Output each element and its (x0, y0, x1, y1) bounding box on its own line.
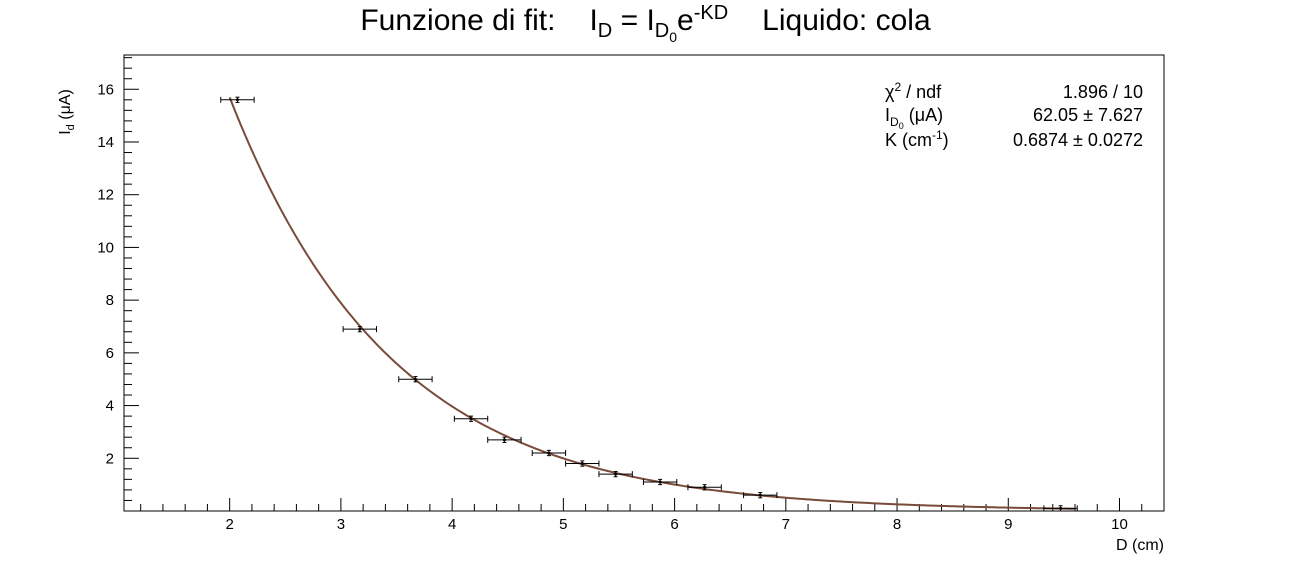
data-point (342, 325, 377, 333)
point-marker (614, 472, 618, 476)
point-marker (1059, 506, 1063, 510)
data-point (220, 96, 255, 103)
y-axis: 2 4 6 8 10 12 14 16 (97, 57, 139, 501)
x-tick-label: 6 (670, 516, 678, 533)
x-axis: 2 3 4 5 6 7 8 9 10 (140, 498, 1165, 533)
x-axis-title: D (cm) (1116, 537, 1164, 554)
title-prefix: Funzione di fit: (360, 4, 556, 37)
point-marker (469, 417, 473, 421)
x-tick-label: 3 (337, 516, 345, 533)
point-marker (358, 327, 362, 331)
x-tick-label: 9 (1004, 516, 1012, 533)
x-tick-label: 8 (893, 516, 901, 533)
point-marker (580, 462, 584, 466)
point-marker (758, 493, 762, 497)
x-tick-label: 4 (448, 516, 456, 533)
point-marker (658, 480, 662, 484)
stats-chi2-label: χ2 / ndf (885, 80, 942, 102)
data-point (1043, 505, 1078, 512)
data-point (487, 436, 522, 443)
y-axis-title-unit: (μA) (57, 89, 74, 124)
data-points (220, 96, 1078, 512)
y-tick-label: 8 (106, 292, 114, 309)
y-tick-label: 2 (106, 450, 114, 467)
y-tick-label: 16 (97, 81, 114, 98)
data-point (565, 460, 600, 467)
y-tick-label: 4 (106, 398, 114, 415)
point-marker (413, 377, 417, 381)
y-axis-title-main: I (57, 130, 74, 134)
data-point (398, 376, 433, 383)
y-tick-label: 6 (106, 345, 114, 362)
data-point (642, 478, 678, 486)
data-point (453, 415, 489, 422)
x-tick-label: 5 (559, 516, 567, 533)
data-point (687, 484, 722, 491)
point-marker (235, 98, 239, 102)
stats-I0-label: ID0 (μA) (885, 105, 943, 131)
data-point (743, 492, 778, 499)
plot-frame (123, 54, 1165, 512)
y-tick-label: 14 (97, 134, 114, 151)
stats-I0-value: 62.05 ± 7.627 (1033, 105, 1143, 125)
y-tick-label: 12 (97, 187, 114, 204)
fit-curve (228, 97, 1076, 510)
y-axis-title: Id (μA) (57, 89, 77, 135)
stats-K-value: 0.6874 ± 0.0272 (1013, 130, 1143, 150)
data-point (531, 449, 567, 457)
title-formula: ID = ID0e-KD (589, 2, 729, 45)
x-tick-label: 2 (225, 516, 233, 533)
stats-box: χ2 / ndf 1.896 / 10 ID0 (μA) 62.05 ± 7.6… (885, 80, 1143, 150)
title-liquid: Liquido: cola (762, 4, 931, 37)
x-tick-label: 10 (1111, 516, 1128, 533)
stats-K-label: K (cm-1) (885, 128, 949, 150)
chart-title: Funzione di fit: ID = ID0e-KD Liquido: col… (0, 2, 1291, 45)
point-marker (703, 485, 707, 489)
y-tick-label: 10 (97, 239, 114, 256)
point-marker (547, 451, 551, 455)
stats-chi2-value: 1.896 / 10 (1063, 82, 1143, 102)
point-marker (502, 438, 506, 442)
x-tick-label: 7 (782, 516, 790, 533)
data-point (598, 470, 633, 478)
y-axis-title-sub: d (65, 124, 77, 130)
